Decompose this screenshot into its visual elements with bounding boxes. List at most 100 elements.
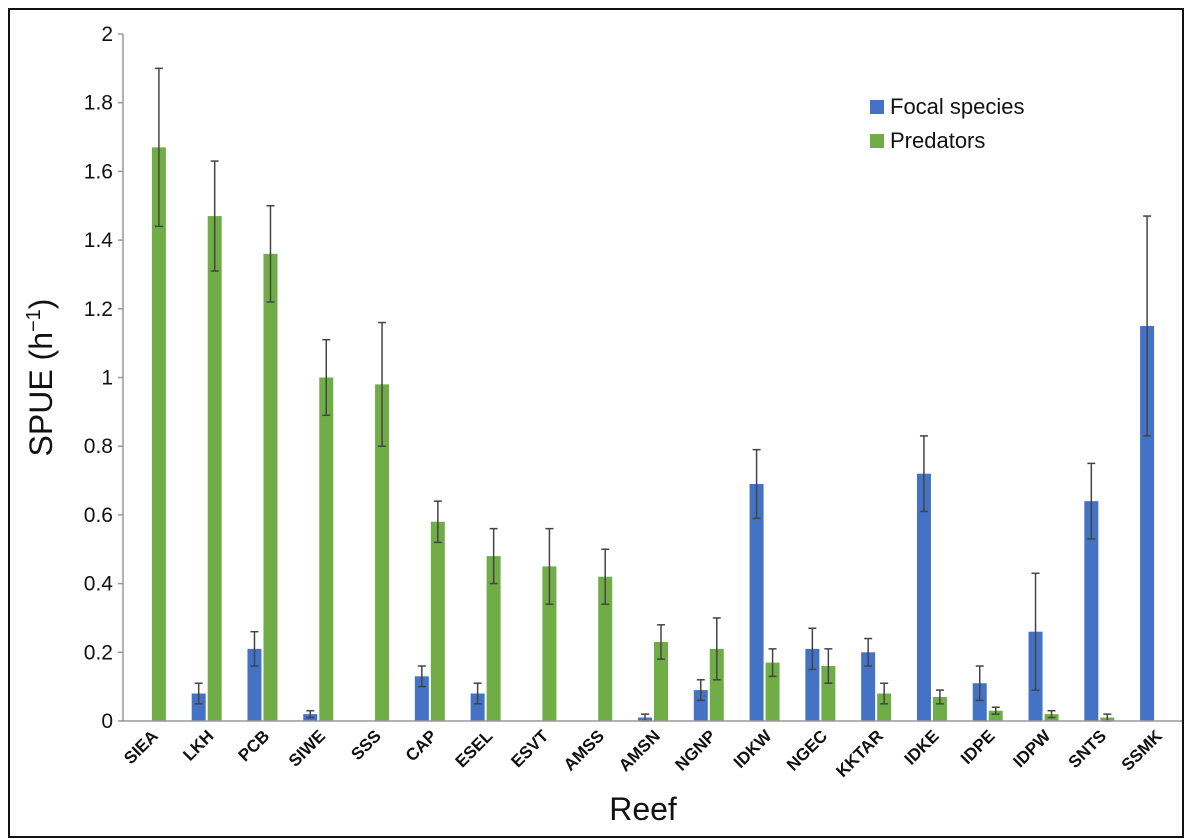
x-category-label-cap: CAP	[402, 726, 441, 765]
error-bar	[417, 665, 426, 688]
legend-label-predators: Predators	[890, 128, 985, 153]
bar-predators-siea	[151, 147, 166, 722]
error-bar	[1143, 215, 1152, 437]
x-category-label-amss: AMSS	[560, 726, 608, 774]
y-tick-label: 2	[101, 23, 113, 46]
error-bar	[768, 648, 777, 678]
error-bar	[1047, 709, 1056, 719]
error-bar	[473, 682, 482, 705]
error-bar	[250, 630, 259, 667]
bar-predators-ngnp	[709, 648, 724, 721]
chart-frame: 0 0.2 0.4 0.6 0.8 1 1.2 1.4 1.6 1.8 2 SIEA LKH PCB SI…	[8, 8, 1184, 838]
error-bar	[712, 617, 721, 681]
bar-predators-lkh	[207, 216, 222, 721]
error-bar	[808, 627, 817, 671]
x-category-label-pcb: PCB	[234, 726, 273, 765]
y-tick-label: 1	[101, 367, 113, 390]
error-bar	[489, 527, 498, 585]
y-tick-label: 0	[101, 710, 113, 733]
bar-predators-esvt	[542, 566, 557, 721]
error-bar	[935, 689, 944, 705]
error-bar	[1087, 462, 1096, 540]
bar-focal-species-idpe	[972, 683, 987, 721]
x-category-label-kktar: KKTAR	[832, 726, 887, 781]
y-axis-title-superscript: −1	[23, 309, 45, 332]
x-category-label-snts: SNTS	[1065, 726, 1110, 771]
bar-focal-species-cap	[414, 676, 429, 721]
y-axis-title-close: )	[23, 299, 59, 310]
error-bar	[601, 548, 610, 605]
x-category-label-idke: IDKE	[901, 726, 943, 768]
y-axis-title: SPUE (h−1)	[23, 299, 59, 457]
legend-swatch-predators	[870, 134, 884, 148]
x-category-label-siwe: SIWE	[285, 726, 329, 770]
x-category-label-idpe: IDPE	[957, 726, 998, 767]
bar-focal-species-snts	[1084, 501, 1099, 721]
bar-focal-species-idkw	[749, 483, 764, 721]
bar-predators-kktar	[877, 693, 892, 721]
bar-predators-idkw	[765, 662, 780, 721]
error-bar	[824, 648, 833, 684]
error-bar	[752, 448, 761, 520]
x-category-labels: SIEA LKH PCB SIWE SSS CAP ESEL ESVT AMSS AMSN NGNP…	[120, 726, 1166, 781]
x-category-label-ssmk: SSMK	[1118, 726, 1167, 775]
error-bars-layer	[154, 67, 1152, 722]
y-tick-label: 0.4	[84, 573, 114, 596]
bar-focal-species-ssmk	[1140, 325, 1155, 721]
error-bar	[378, 321, 387, 447]
x-axis-title: Reef	[609, 791, 677, 827]
bar-predators-pcb	[263, 253, 278, 721]
x-category-label-idkw: IDKW	[730, 726, 776, 772]
error-bar	[696, 679, 705, 702]
error-bar	[864, 637, 873, 667]
y-tick-label: 0.6	[84, 504, 113, 527]
legend: Focal species Predators	[870, 94, 1025, 153]
bar-focal-species-ngec	[805, 648, 820, 721]
y-tick-label: 1.2	[84, 298, 113, 321]
error-bar	[919, 435, 928, 513]
y-tick-label: 1.4	[84, 229, 114, 252]
error-bar	[194, 682, 203, 705]
bar-chart: 00.20.40.60.811.21.41.61.82 SIEA LKH PCB SI…	[23, 23, 1182, 827]
error-bar	[975, 665, 984, 702]
bar-predators-amss	[598, 576, 613, 721]
error-bar	[433, 500, 442, 544]
x-category-label-amsn: AMSN	[615, 726, 664, 775]
bar-focal-species-pcb	[247, 648, 262, 721]
bar-predators-esel	[486, 556, 501, 721]
error-bar	[306, 709, 315, 719]
bar-predators-ngec	[821, 666, 836, 721]
y-tick-label: 1.8	[84, 92, 113, 115]
error-bar	[657, 624, 665, 660]
error-bar	[880, 682, 889, 705]
legend-label-focal-species: Focal species	[890, 94, 1025, 119]
bar-focal-species-kktar	[861, 652, 876, 721]
bar-predators-siwe	[319, 377, 334, 721]
bar-predators-amsn	[654, 641, 668, 721]
x-category-label-sss: SSS	[347, 726, 384, 763]
bar-focal-species-ngnp	[693, 690, 708, 721]
x-category-label-siea: SIEA	[120, 726, 161, 767]
error-bar	[154, 67, 163, 228]
bar-focal-species-idke	[916, 473, 931, 721]
x-category-label-lkh: LKH	[179, 726, 217, 764]
error-bar	[322, 338, 331, 417]
x-category-label-esvt: ESVT	[507, 726, 552, 771]
x-category-label-ngec: NGEC	[783, 726, 831, 774]
bars-layer	[151, 147, 1155, 722]
y-tick-label: 1.6	[84, 160, 113, 183]
x-category-label-idpw: IDPW	[1010, 726, 1055, 771]
x-category-label-esel: ESEL	[452, 726, 497, 771]
bar-predators-cap	[430, 521, 445, 721]
bar-focal-species-esel	[470, 693, 485, 721]
bar-predators-idke	[932, 696, 947, 721]
error-bar	[1031, 572, 1040, 691]
error-bar	[545, 527, 554, 605]
legend-swatch-focal-species	[870, 100, 884, 114]
error-bar	[210, 160, 219, 272]
y-axis-title-main: SPUE (h	[23, 332, 59, 456]
bar-focal-species-lkh	[191, 693, 206, 721]
error-bar	[266, 205, 275, 303]
error-bar	[991, 706, 1000, 715]
x-category-label-ngnp: NGNP	[671, 726, 719, 774]
